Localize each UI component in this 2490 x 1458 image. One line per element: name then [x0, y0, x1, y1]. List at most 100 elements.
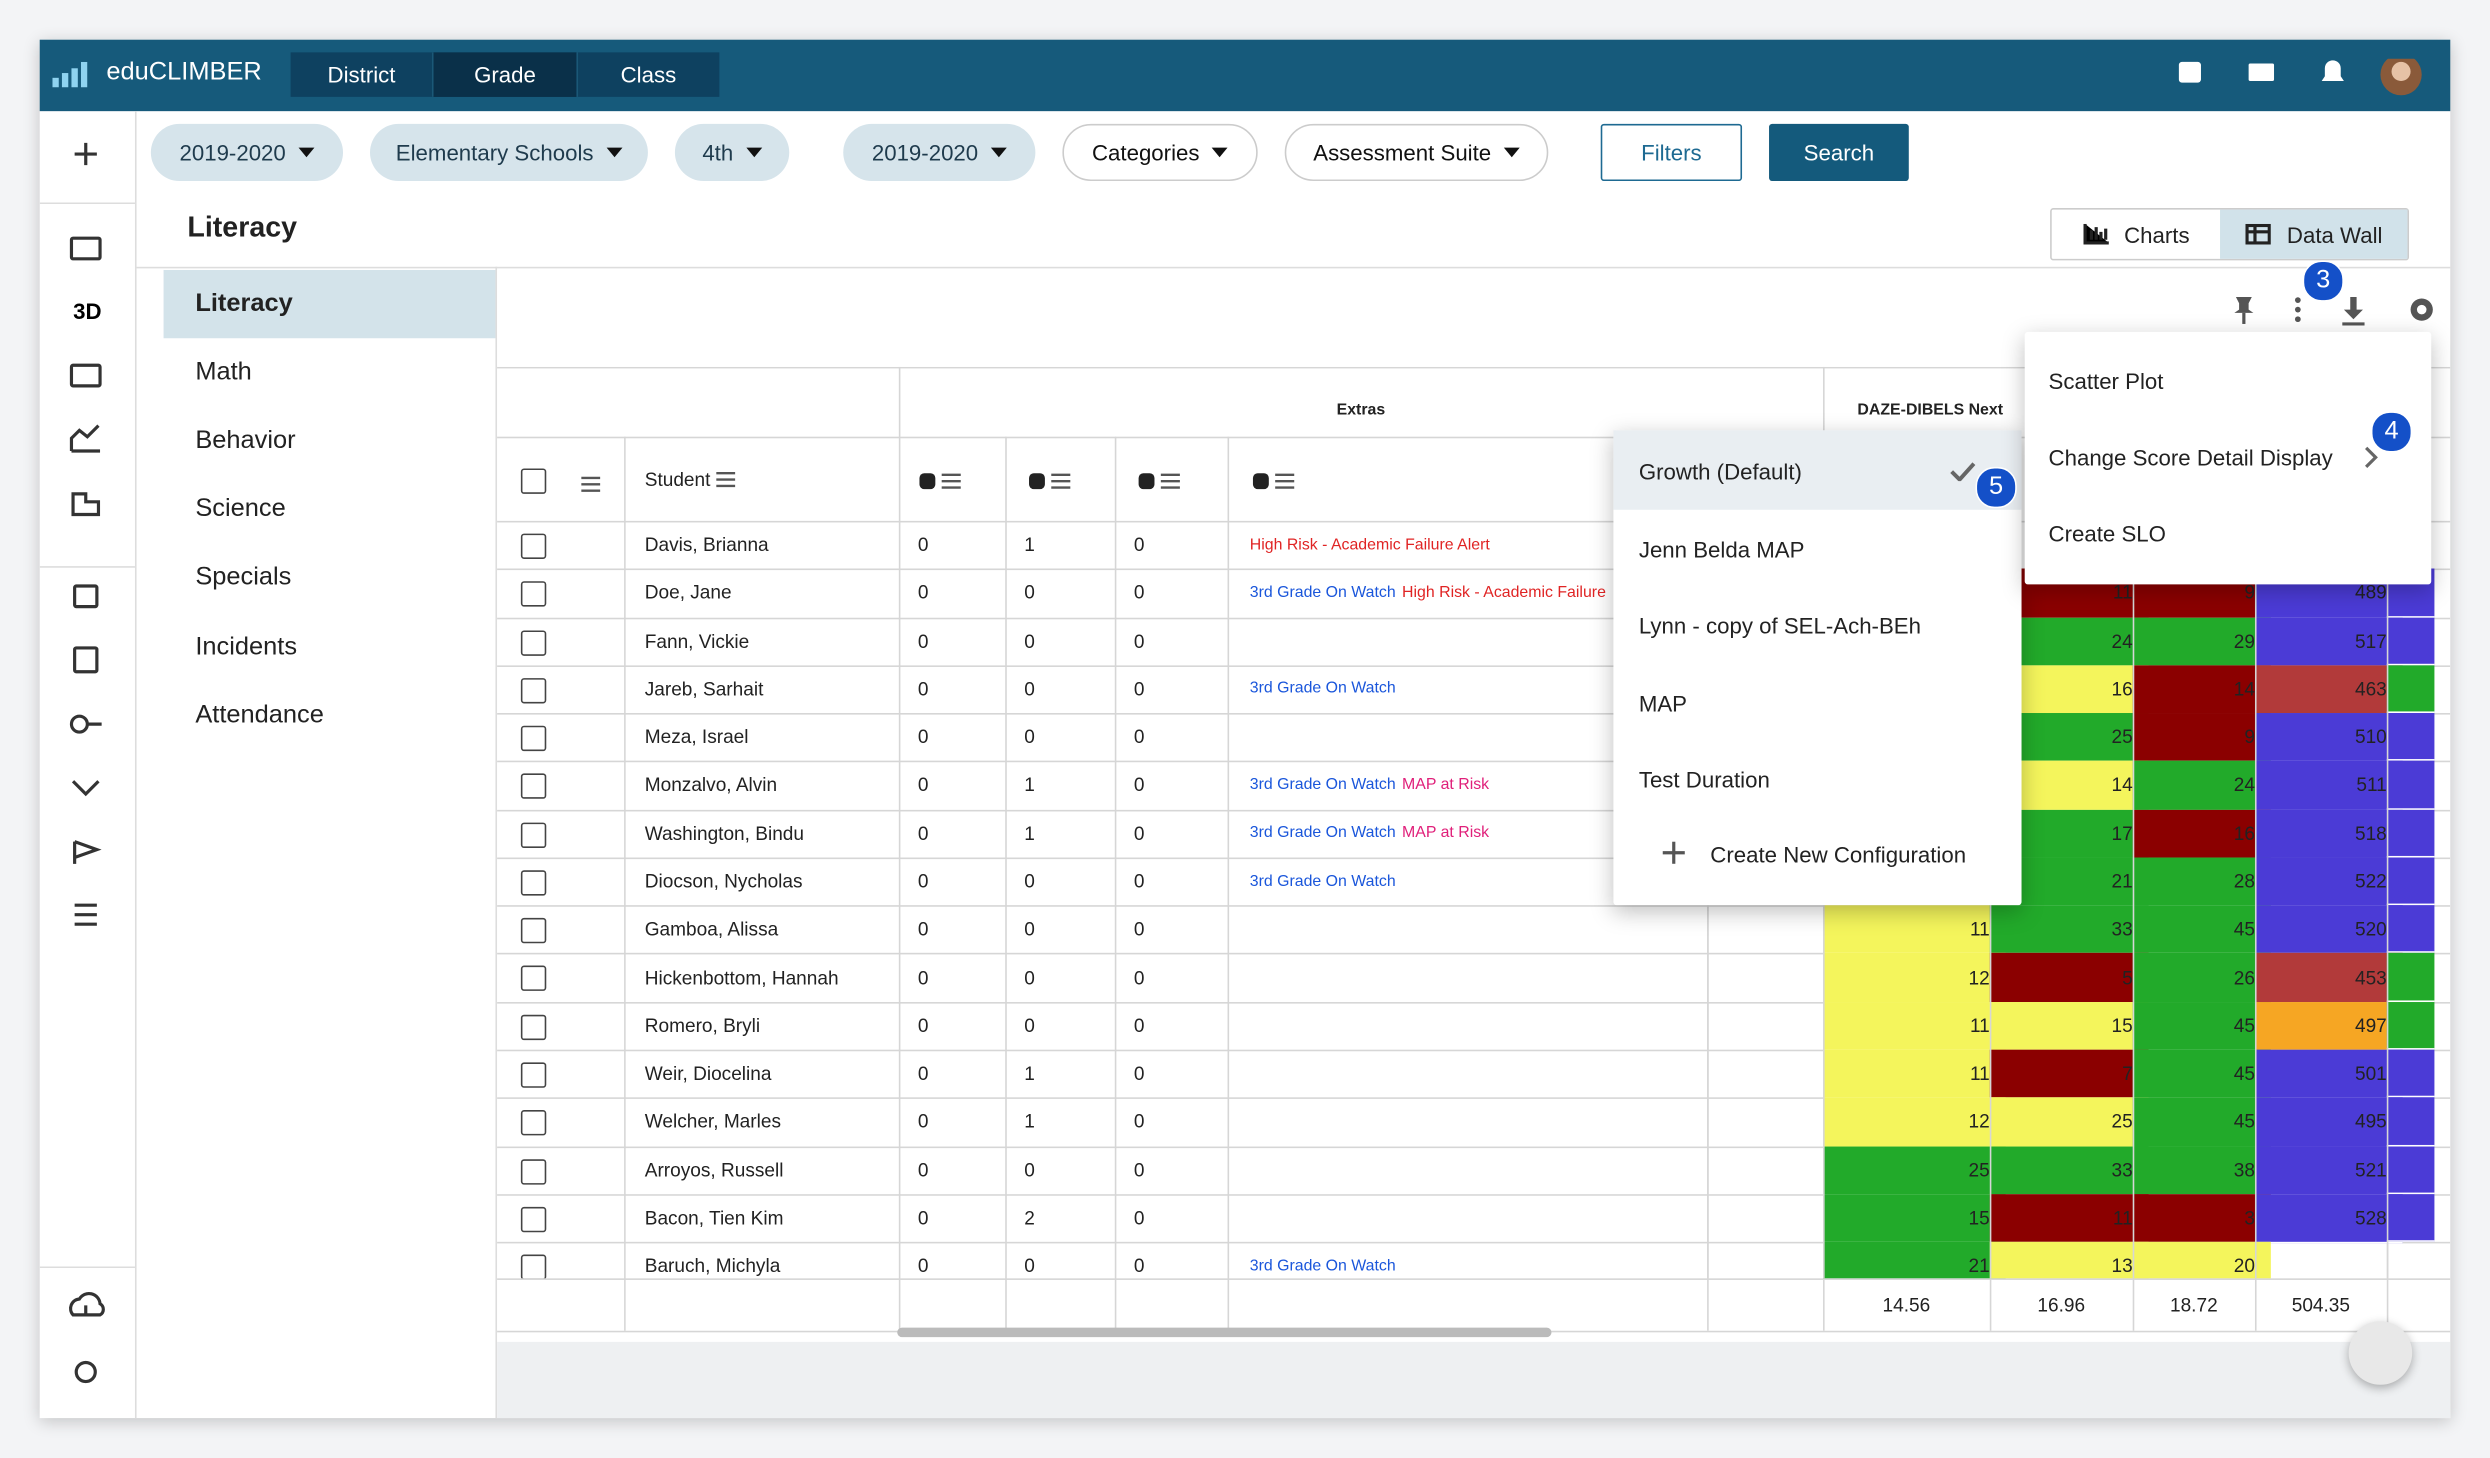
checkbox[interactable] — [520, 677, 547, 704]
checkbox[interactable] — [520, 918, 547, 944]
create-config[interactable]: Create New Configuration — [1710, 841, 1967, 868]
extra-count: 1 — [1024, 533, 1035, 557]
score-cell: 9 — [2132, 713, 2271, 763]
checkbox[interactable] — [520, 1110, 547, 1136]
checkbox[interactable] — [520, 533, 547, 559]
student-name[interactable]: Baruch, Michyla — [644, 1254, 781, 1278]
checkbox[interactable] — [520, 1158, 547, 1184]
search-button[interactable]: Search — [1769, 123, 1909, 182]
student-name[interactable]: Fann, Vickie — [644, 629, 750, 653]
column-header[interactable] — [1027, 470, 1071, 499]
view-button[interactable]: Data Wall — [2220, 209, 2408, 259]
subject-item[interactable]: Specials — [195, 562, 292, 590]
score-cell: 20 — [2132, 1241, 2271, 1279]
checkbox[interactable] — [520, 1206, 547, 1232]
row-line — [497, 1241, 2451, 1244]
score-cell: 510 — [2254, 713, 2403, 763]
grid-line — [2386, 520, 2389, 1279]
student-name[interactable]: Arroyos, Russell — [644, 1158, 784, 1181]
checkbox[interactable] — [520, 870, 547, 896]
student-name[interactable]: Hickenbottom, Hannah — [644, 966, 839, 989]
score-cell-more — [2386, 761, 2435, 810]
menu-item[interactable]: Growth (Default) — [1638, 458, 1802, 485]
subject-item[interactable]: Behavior — [195, 426, 296, 454]
extra-count: 0 — [1133, 870, 1145, 893]
column-header[interactable] — [918, 470, 962, 499]
student-name[interactable]: Diocson, Nycholas — [644, 870, 803, 893]
score-cell: 495 — [2254, 1097, 2403, 1148]
student-name[interactable]: Doe, Jane — [644, 581, 732, 605]
score-cell: 497 — [2254, 1001, 2403, 1052]
column-header[interactable] — [1251, 470, 1295, 499]
checkbox[interactable] — [520, 581, 547, 608]
nav-tab[interactable]: District — [327, 61, 396, 88]
page-title: Literacy — [187, 211, 298, 243]
menu-item[interactable]: Jenn Belda MAP — [1638, 535, 1805, 562]
student-name[interactable]: Gamboa, Alissa — [644, 918, 779, 941]
view-button[interactable]: Charts — [2052, 210, 2221, 259]
layers-button[interactable] — [2348, 1321, 2413, 1385]
top-bar: eduCLIMBER District Grade Class — [39, 39, 2451, 112]
menu-item[interactable]: Lynn - copy of SEL-Ach-BEh — [1638, 612, 1921, 639]
filter-dropdown[interactable]: Categories — [1062, 123, 1258, 182]
student-name[interactable]: Bacon, Tien Kim — [644, 1206, 784, 1229]
menu-item[interactable]: Create SLO — [2048, 520, 2166, 547]
subject-item[interactable]: Literacy — [163, 269, 496, 339]
menu-icon[interactable] — [581, 472, 601, 501]
checkbox[interactable] — [520, 1014, 547, 1040]
student-name[interactable]: Jareb, Sarhait — [644, 677, 764, 701]
filter-dropdown[interactable]: 4th — [674, 123, 790, 182]
column-header[interactable]: Student — [645, 437, 736, 521]
student-name[interactable]: Washington, Bindu — [644, 822, 805, 845]
checkbox[interactable] — [520, 773, 547, 800]
menu-item[interactable]: Test Duration — [1638, 767, 1770, 793]
scrollbar[interactable] — [897, 1327, 1552, 1338]
view-label: Charts — [2124, 221, 2190, 247]
nav-tab[interactable]: Grade — [432, 52, 576, 97]
student-name[interactable]: Weir, Diocelina — [644, 1062, 772, 1085]
extra-count: 0 — [917, 629, 929, 653]
filters-button[interactable]: Filters — [1600, 123, 1743, 182]
student-name[interactable]: Welcher, Marles — [644, 1110, 782, 1133]
filter-dropdown[interactable]: 2019-2020 — [150, 123, 344, 182]
score-cell: 45 — [2132, 1001, 2271, 1052]
menu-item[interactable]: MAP — [1638, 689, 1688, 716]
actions-menu: Scatter Plot Change Score Detail Display C… — [2024, 331, 2432, 585]
nav-tab[interactable]: Class — [575, 52, 719, 97]
nav-tabs: District Grade Class — [290, 52, 720, 97]
student-name[interactable]: Davis, Brianna — [644, 533, 769, 557]
filter-dropdown[interactable]: 2019-2020 — [843, 123, 1036, 182]
row-line — [497, 1193, 2451, 1196]
subject-item[interactable]: Science — [195, 494, 286, 522]
checkbox[interactable] — [520, 468, 547, 494]
menu-item[interactable]: Change Score Detail Display — [2048, 444, 2333, 471]
icon — [581, 476, 601, 492]
extra-count: 0 — [1133, 1014, 1145, 1037]
filter-label: 2019-2020 — [871, 139, 979, 166]
column-header[interactable] — [1137, 470, 1181, 499]
average: 504.35 — [2291, 1293, 2351, 1316]
student-name[interactable]: Monzalvo, Alvin — [644, 774, 778, 797]
checkbox[interactable] — [520, 1062, 547, 1088]
rail-3d[interactable]: 3D — [73, 298, 102, 324]
extra-count: 0 — [917, 677, 929, 701]
score-cell: 518 — [2254, 809, 2403, 859]
subject-item[interactable]: Incidents — [195, 632, 298, 660]
checkbox[interactable] — [520, 629, 547, 656]
filter-dropdown[interactable]: Elementary Schools — [370, 123, 648, 182]
score-cell: 45 — [2132, 905, 2271, 956]
checkbox[interactable] — [520, 821, 547, 848]
subject-item[interactable]: Math — [195, 358, 252, 386]
extra-count: 0 — [1133, 918, 1145, 941]
grid-line — [1005, 436, 1007, 1331]
filter-dropdown[interactable]: Assessment Suite — [1284, 123, 1549, 182]
checkbox[interactable] — [520, 725, 547, 752]
student-name[interactable]: Meza, Israel — [644, 726, 749, 749]
menu-item[interactable]: Scatter Plot — [2048, 368, 2164, 394]
row-line — [497, 616, 2451, 619]
student-name[interactable]: Romero, Bryli — [644, 1014, 761, 1037]
checkbox[interactable] — [520, 1254, 547, 1279]
subject-item[interactable]: Attendance — [195, 701, 324, 729]
checkbox[interactable] — [520, 966, 547, 992]
score-cell: 45 — [2132, 1097, 2271, 1148]
